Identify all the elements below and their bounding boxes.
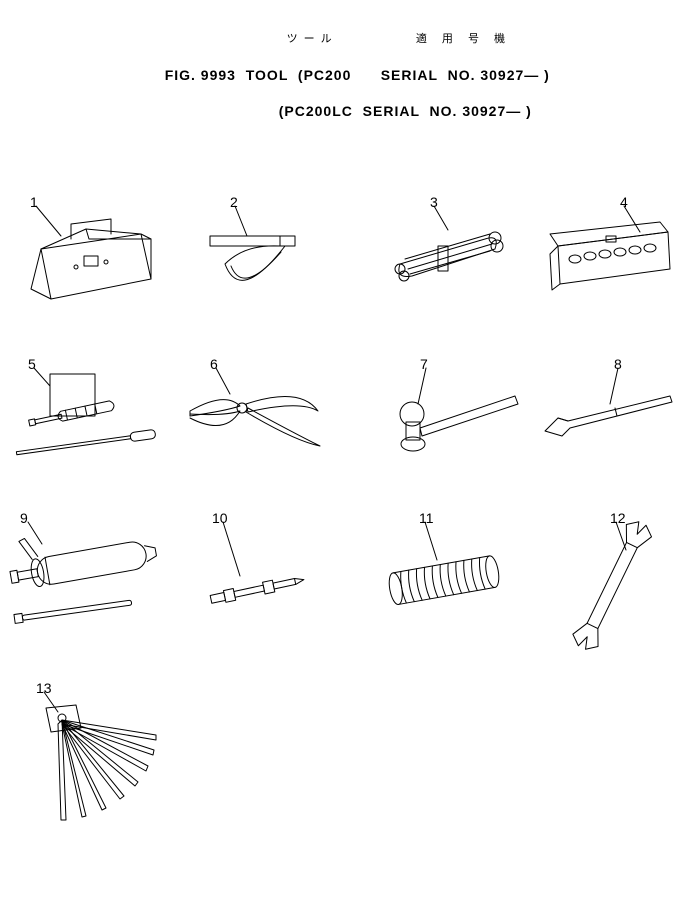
jp-serial: 適 用 号 機 [416, 33, 511, 45]
wrench-set-icon [370, 194, 530, 304]
page: ツール 適 用 号 機 FIG. 9993 TOOL (PC200 SERIAL… [0, 0, 695, 907]
grease-gun-icon [2, 510, 177, 640]
serial2: SERIAL NO. 30927— ) [363, 103, 532, 119]
figure-header: ツール 適 用 号 機 FIG. 9993 TOOL (PC200 SERIAL… [0, 10, 695, 138]
fig-no: FIG. 9993 [165, 67, 236, 83]
jp-tool: ツール [287, 33, 338, 45]
header-line2: (PC200LC SERIAL NO. 30927— ) [279, 103, 532, 119]
screwdriver-set-icon [6, 356, 176, 476]
hammer-icon [370, 356, 530, 476]
fig-title: TOOL [246, 67, 288, 83]
tool-bag-icon [16, 194, 166, 314]
pliers-icon [170, 356, 340, 476]
nozzle-icon [185, 510, 335, 640]
feeler-gauge-icon [6, 680, 186, 850]
header-line1-jp: ツール 適 用 号 機 [204, 29, 512, 45]
model2: (PC200LC [279, 103, 353, 119]
cartridge-icon [365, 510, 525, 630]
header-line1: FIG. 9993 TOOL (PC200 SERIAL NO. 30927— … [165, 67, 550, 83]
pry-bar-icon [540, 356, 690, 466]
socket-set-icon [540, 194, 690, 304]
serial1: SERIAL NO. 30927— ) [381, 67, 550, 83]
wrench-icon [540, 510, 690, 660]
model1: (PC200 [298, 67, 351, 83]
filter-wrench-icon [185, 194, 325, 314]
